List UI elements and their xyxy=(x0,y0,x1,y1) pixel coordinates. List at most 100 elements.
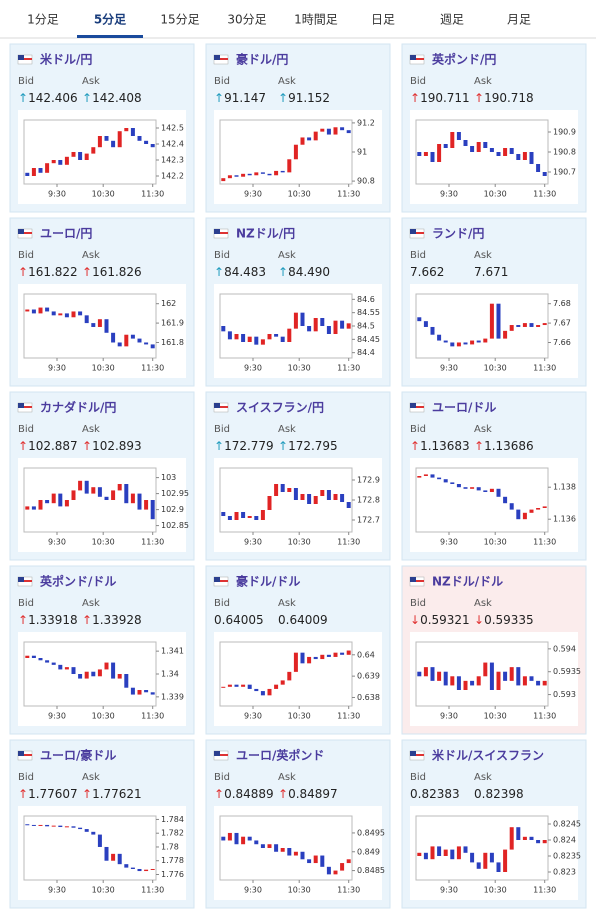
candle xyxy=(111,853,116,861)
flag-mark xyxy=(18,403,24,408)
candle xyxy=(300,652,305,664)
tab[interactable]: 日足 xyxy=(371,13,395,27)
bid-price: 1.13683 xyxy=(420,439,470,453)
candle xyxy=(489,852,494,863)
ask-label: Ask xyxy=(82,76,100,87)
candle xyxy=(144,342,149,345)
candle xyxy=(38,500,43,510)
tab[interactable]: 週足 xyxy=(440,13,464,27)
candle xyxy=(496,303,501,339)
candle xyxy=(254,688,259,692)
y-tick-label: 0.8235 xyxy=(553,852,581,861)
ask-label: Ask xyxy=(474,598,492,609)
candle xyxy=(267,173,272,176)
x-tick-label: 10:30 xyxy=(484,712,507,721)
x-tick-label: 9:30 xyxy=(244,190,262,199)
tab[interactable]: 月足 xyxy=(507,13,531,27)
tab[interactable]: 30分足 xyxy=(227,13,266,27)
ask-price: 102.893 xyxy=(92,439,142,453)
candle xyxy=(333,320,338,334)
candle xyxy=(234,684,239,687)
trend-arrow: ↑ xyxy=(278,91,288,105)
bid-value: 0.64005 xyxy=(214,613,264,627)
candle xyxy=(84,829,89,832)
trend-arrow: ↑ xyxy=(18,439,28,453)
tab[interactable]: 15分足 xyxy=(160,13,199,27)
y-tick-label: 190.7 xyxy=(553,168,576,177)
candle xyxy=(346,650,351,655)
candle xyxy=(58,825,63,828)
y-tick-label: 0.8245 xyxy=(553,820,581,829)
trend-arrow: ↑ xyxy=(214,91,224,105)
y-tick-label: 1.136 xyxy=(553,515,576,524)
candle xyxy=(542,172,547,176)
candle xyxy=(91,831,96,835)
flag-mark xyxy=(214,55,220,60)
ask-price: 1.77621 xyxy=(92,787,142,801)
trend-arrow: ↑ xyxy=(278,787,288,801)
candle xyxy=(470,487,475,489)
plot-frame xyxy=(219,815,353,881)
rate-card[interactable]: 米ドル/スイスフラン Bid Ask 0.82383 0.82398 0.823 0.823… xyxy=(401,739,587,909)
y-tick-label: 1.78 xyxy=(161,842,179,851)
candle xyxy=(71,311,76,318)
y-tick-label: 0.5935 xyxy=(553,667,581,676)
tab[interactable]: 1分足 xyxy=(27,13,59,27)
candle xyxy=(320,128,325,132)
candle xyxy=(117,853,122,865)
tab[interactable]: 5分足 xyxy=(94,12,126,27)
trend-arrow: ↑ xyxy=(18,91,28,105)
candle xyxy=(130,334,135,339)
bid-price: 1.33918 xyxy=(28,613,78,627)
candle xyxy=(111,490,116,500)
candle xyxy=(124,334,129,347)
trend-arrow: ↑ xyxy=(82,613,92,627)
x-tick-label: 9:30 xyxy=(440,712,458,721)
candle xyxy=(300,494,305,500)
candle xyxy=(117,674,122,679)
candle xyxy=(346,323,351,329)
y-tick-label: 0.638 xyxy=(357,693,380,702)
bid-price: 142.406 xyxy=(28,91,78,105)
candle xyxy=(516,667,521,686)
candle xyxy=(221,326,226,332)
candle xyxy=(38,307,43,314)
bid-value: ↑1.13683 xyxy=(410,439,470,453)
y-tick-label: 102.9 xyxy=(161,505,184,514)
candle xyxy=(423,152,428,156)
candle xyxy=(64,826,69,828)
candle xyxy=(130,128,135,136)
plot-frame xyxy=(23,467,157,533)
ask-value: ↑1.33928 xyxy=(82,613,142,627)
flag-stripe xyxy=(24,58,32,60)
bid-price: 0.82383 xyxy=(410,787,460,801)
y-tick-label: 161.9 xyxy=(161,319,184,328)
candle xyxy=(221,686,226,688)
rate-card[interactable]: 豪ドル/ドル Bid Ask 0.64005 0.64009 0.638 0.639 0.64… xyxy=(205,565,391,735)
rate-card[interactable]: ランド/円 Bid Ask 7.662 7.671 7.66 7.67 7.68 9:30 10:… xyxy=(401,217,587,387)
tab[interactable]: 1時間足 xyxy=(294,13,338,27)
flag-stripe xyxy=(220,580,228,582)
candle xyxy=(417,152,422,156)
candle xyxy=(320,318,325,326)
ask-price: 161.826 xyxy=(92,265,142,279)
pair-name: ランド/円 xyxy=(432,227,484,241)
x-tick-label: 10:30 xyxy=(92,364,115,373)
bid-value: ↑91.147 xyxy=(214,91,266,105)
candle xyxy=(130,687,135,695)
bid-label: Bid xyxy=(410,598,426,609)
candle xyxy=(333,127,338,135)
candle xyxy=(260,844,265,848)
